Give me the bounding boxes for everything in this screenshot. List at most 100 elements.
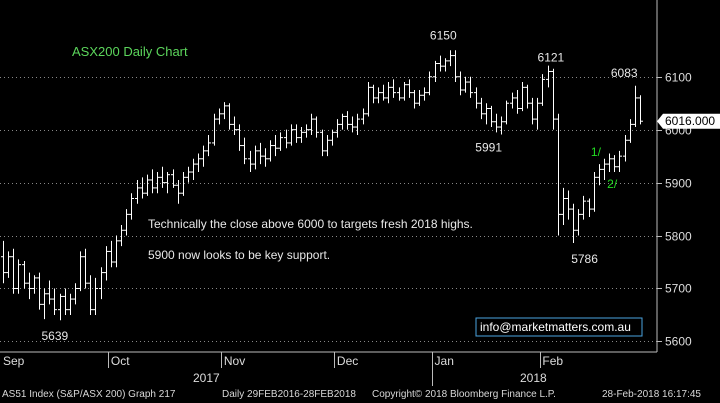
ohlc-bar: [58, 293, 63, 321]
point-label-6150: 6150: [430, 28, 457, 42]
axes: [0, 0, 658, 353]
ohlc-bar: [16, 259, 21, 294]
ohlc-bar: [181, 172, 186, 196]
ohlc-bar: [1, 240, 6, 284]
ohlc-bar: [463, 76, 468, 93]
ohlc-bar: [407, 79, 412, 98]
ohlc-bar: [145, 174, 150, 196]
ohlc-bar: [422, 87, 427, 101]
wave-label-1: 1/: [591, 145, 602, 159]
ohlc-bar: [93, 277, 98, 315]
ohlc-bar: [242, 137, 247, 165]
ohlc-bar: [402, 82, 407, 101]
ohlc-bar: [294, 124, 299, 143]
ohlc-bar: [42, 288, 47, 320]
point-label-6083: 6083: [611, 66, 638, 80]
y-tick-label-5800: 5800: [665, 230, 692, 244]
ohlc-bar: [350, 116, 355, 133]
ohlc-bar: [581, 195, 586, 220]
ohlc-bar: [263, 148, 268, 167]
email-box[interactable]: info@marketmatters.com.au: [475, 317, 643, 337]
ohlc-bar: [489, 105, 494, 128]
ohlc-bar: [320, 129, 325, 157]
ohlc-bar: [212, 113, 217, 146]
ohlc-bar: [11, 248, 16, 294]
x-axis-years: 2017 2018: [193, 368, 547, 386]
ohlc-bar: [206, 134, 211, 157]
footer-copyright: Copyright© 2018 Bloomberg Finance L.P.: [372, 389, 556, 400]
ohlc-bar: [83, 248, 88, 289]
footer-timestamp: 28-Feb-2018 16:17:45: [602, 389, 701, 400]
ohlc-bar: [6, 251, 11, 278]
x-tick-label-jan: Jan: [435, 354, 454, 368]
ohlc-bar: [448, 50, 453, 67]
ohlc-bar: [309, 113, 314, 135]
x-tick-label-sep: Sep: [3, 354, 25, 368]
ohlc-bar: [32, 275, 37, 294]
ohlc-bar: [258, 142, 263, 165]
gridlines: [0, 77, 657, 342]
ohlc-bar: [623, 134, 628, 162]
ohlc-bar: [222, 102, 227, 120]
ohlc-bar: [273, 134, 278, 157]
ohlc-bar: [484, 103, 489, 125]
ohlc-bar: [227, 103, 232, 130]
ohlc-bar: [345, 111, 350, 130]
ohlc-bar: [237, 124, 242, 151]
point-label-5786: 5786: [571, 252, 598, 266]
ohlc-bar: [602, 158, 607, 180]
ohlc-bar: [330, 129, 335, 146]
ohlc-bar: [304, 124, 309, 138]
ohlc-bar: [381, 84, 386, 101]
ohlc-bar: [124, 209, 129, 236]
ohlc-bar: [37, 272, 42, 310]
x-axis-ticks: Sep Oct Nov Dec Jan Feb: [3, 352, 563, 368]
x-tick-label-oct: Oct: [111, 354, 130, 368]
ohlc-bar: [335, 119, 340, 138]
ohlc-bar: [129, 193, 134, 220]
ohlc-bar: [546, 65, 551, 88]
ohlc-bar: [176, 179, 181, 204]
ohlc-bar: [109, 240, 114, 268]
point-labels: 5639 6150 5991 6121 6083 5786: [42, 28, 638, 343]
ohlc-bar: [576, 209, 581, 236]
ohlc-bar: [155, 172, 160, 194]
ohlc-bar: [171, 169, 176, 188]
current-price-value: 6016.000: [665, 114, 715, 128]
ohlc-bar: [391, 79, 396, 98]
ohlc-bar: [540, 74, 545, 106]
ohlc-bar: [88, 275, 93, 315]
ohlc-bar: [458, 71, 463, 96]
ohlc-bar: [427, 71, 432, 96]
x-tick-label-feb: Feb: [542, 354, 563, 368]
ohlc-bar: [571, 203, 576, 243]
ohlc-bar: [494, 113, 499, 133]
ohlc-bar: [551, 68, 556, 130]
ohlc-bar: [314, 116, 319, 138]
ohlc-bar: [253, 145, 258, 170]
ohlc-bar: [340, 113, 345, 130]
email-link[interactable]: info@marketmatters.com.au: [480, 320, 631, 334]
ohlc-bar: [530, 97, 535, 125]
ohlc-bar: [22, 260, 27, 289]
ohlc-bar: [325, 134, 330, 157]
ohlc-bar: [186, 166, 191, 183]
ohlc-bar: [63, 288, 68, 315]
wave-labels: 1/2/: [591, 145, 618, 191]
ohlc-bar: [617, 150, 622, 173]
ohlc-bar: [284, 129, 289, 149]
ohlc-bar: [417, 89, 422, 106]
ohlc-bar: [566, 190, 571, 220]
ohlc-bar: [355, 113, 360, 135]
ohlc-bar: [386, 82, 391, 104]
chart-title: ASX200 Daily Chart: [72, 44, 188, 59]
ohlc-bar: [510, 92, 515, 109]
ohlc-bar: [371, 84, 376, 104]
ohlc-bar: [376, 87, 381, 104]
point-label-5639: 5639: [42, 329, 69, 343]
ohlc-bar: [499, 116, 504, 135]
ohlc-bar: [515, 89, 520, 114]
ohlc-bar: [232, 116, 237, 135]
ohlc-bar: [438, 55, 443, 72]
